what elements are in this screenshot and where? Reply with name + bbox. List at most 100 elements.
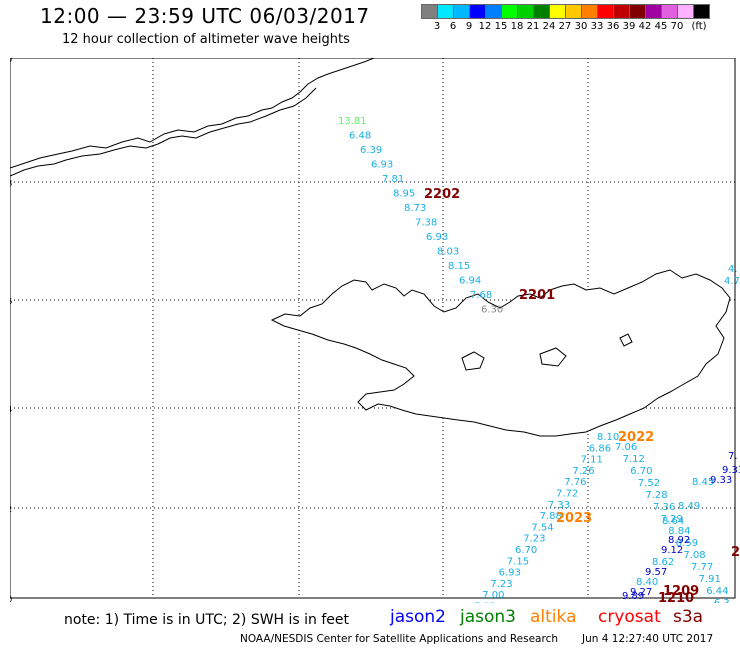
wave-height-value: 6.3: [714, 598, 730, 603]
map-frame: [10, 58, 736, 599]
wave-height-value: 7.28: [645, 490, 667, 501]
iceland-coastline: [270, 269, 731, 437]
wave-height-value: 9.27: [630, 587, 652, 598]
wave-height-value: 8.73: [404, 203, 426, 214]
legend-swatch: [629, 4, 646, 19]
wave-height-value: 6.86: [589, 443, 611, 454]
wave-height-value: 8.03: [437, 247, 459, 258]
page-title: 12:00 — 23:59 UTC 06/03/2017: [40, 4, 370, 28]
wave-height-value: 8.59: [676, 538, 698, 549]
wave-height-value: 6.93: [426, 232, 448, 243]
wave-height-value: 6.94: [459, 276, 481, 287]
wave-height-value: 6.48: [349, 131, 371, 142]
lat-label: 62: [10, 505, 12, 514]
wave-height-value: 7.06: [615, 442, 637, 453]
wave-height-value: 8.92: [668, 535, 690, 546]
legend-swatch: [469, 4, 486, 19]
wave-height-value: 8.10: [597, 432, 619, 443]
altimeter-tracks: 13.81 6.48 6.39 6.93 7.81 8.95 8.73 7.38 6.93 8.0…: [338, 116, 740, 603]
legend-swatch: [597, 4, 614, 19]
legend-jason3: jason3: [460, 607, 516, 627]
wave-height-value: 7.36: [653, 502, 675, 513]
wave-height-map: 13.81 6.48 6.39 6.93 7.81 8.95 8.73 7.38 6.93 8.0…: [10, 58, 740, 603]
legend-label: 9: [465, 21, 473, 32]
legend-label: 33: [590, 21, 604, 32]
pass-time-label: 2202: [424, 187, 460, 202]
wave-height-value: 7.12: [623, 454, 645, 465]
lat-label: 66: [10, 297, 12, 306]
legend-label: 45: [654, 21, 668, 32]
wave-height-value: 8.62: [652, 557, 674, 568]
legend-swatch: [549, 4, 566, 19]
wave-height-value: 8.95: [393, 189, 415, 200]
page-subtitle: 12 hour collection of altimeter wave hei…: [62, 32, 350, 47]
legend-label: 30: [574, 21, 588, 32]
wave-height-value: 6.44: [706, 586, 728, 597]
wave-height-value: 6.39: [360, 145, 382, 156]
wave-height-value: 4.7: [724, 276, 740, 287]
lat-label: 70: [10, 58, 12, 64]
wave-height-value: 9.33: [722, 465, 740, 476]
pass-time-label: 2: [731, 545, 740, 560]
wave-height-value: 7.76: [564, 477, 586, 488]
wave-height-value: 7.: [728, 451, 738, 462]
legend-unit: (ft): [691, 21, 707, 32]
wave-height-value: 6.70: [630, 466, 652, 477]
wave-height-value: 6.93: [499, 568, 521, 579]
wave-height-value: 7.91: [699, 574, 721, 585]
wave-height-value: 7.00: [482, 590, 504, 601]
iceland-lakes: [461, 333, 633, 371]
legend-cryosat: cryosat: [598, 607, 661, 627]
legend-swatch: [485, 4, 502, 19]
wave-height-value: 8.64: [662, 516, 684, 527]
legend-swatch: [693, 4, 710, 19]
legend-label: 15: [494, 21, 508, 32]
pass-time-label: 2022: [618, 430, 654, 445]
greenland-coastline: [10, 58, 375, 177]
wave-height-value: 7.13: [474, 602, 496, 604]
lat-label: 68: [10, 179, 12, 188]
wave-height-value: 7.23: [523, 534, 545, 545]
legend-swatch: [677, 4, 694, 19]
wave-height-value: 8.40: [636, 577, 658, 588]
wave-height-value: 9.12: [661, 545, 683, 556]
legend-swatch: [437, 4, 454, 19]
wave-height-value: 4.: [728, 264, 738, 275]
legend-label: 21: [526, 21, 540, 32]
wave-height-value: 7.52: [638, 478, 660, 489]
wave-height-value: 8.45: [692, 477, 714, 488]
wave-height-value: 7.11: [581, 455, 603, 466]
wave-height-value: 13.81: [338, 116, 367, 127]
wave-height-value: 7.88: [540, 511, 562, 522]
legend-s3a: s3a: [673, 607, 704, 627]
legend-swatch: [581, 4, 598, 19]
legend-jason2: jason2: [390, 607, 446, 627]
wave-height-value: 7.08: [683, 550, 705, 561]
legend-label: 3: [433, 21, 441, 32]
legend-swatch: [661, 4, 678, 19]
legend-label: 27: [558, 21, 572, 32]
legend-swatch: [533, 4, 550, 19]
pass-time-label: 1210: [658, 591, 694, 603]
wave-height-value: 7.29: [661, 514, 683, 525]
legend-label: 39: [622, 21, 636, 32]
legend-swatch: [613, 4, 630, 19]
wave-height-value: 7.68: [470, 290, 492, 301]
wave-height-value: 6.93: [371, 160, 393, 171]
wave-height-value: 7.23: [490, 579, 512, 590]
legend-label: 42: [638, 21, 652, 32]
wave-height-value: 7.77: [691, 562, 713, 573]
legend-altika: altika: [530, 607, 577, 627]
legend-swatch: [565, 4, 582, 19]
color-legend: [421, 4, 710, 19]
wave-height-value: 9.89: [622, 591, 644, 602]
wave-height-value: 8.84: [668, 526, 690, 537]
wave-height-value: 7.81: [382, 174, 404, 185]
lat-label: 60: [10, 595, 12, 603]
wave-height-value: 8.15: [448, 261, 470, 272]
legend-label: 18: [510, 21, 524, 32]
wave-height-value: 7.33: [548, 500, 570, 511]
pass-time-label: 2201: [519, 288, 555, 303]
wave-height-value: 7.72: [556, 489, 578, 500]
pass-time-label: 1209: [663, 584, 699, 599]
